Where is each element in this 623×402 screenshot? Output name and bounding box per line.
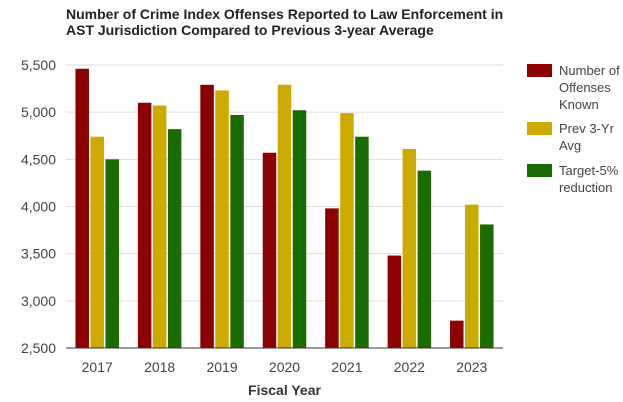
bar-2017-series-2	[90, 136, 104, 348]
bar-2022-series-2	[402, 148, 417, 348]
legend-label-series-1: Number of Offenses Known	[559, 63, 620, 112]
bar-2020-series-3	[292, 110, 307, 348]
x-tick-label: 2018	[144, 359, 175, 375]
legend-label-series-3: Target-5% reduction	[559, 163, 619, 195]
x-tick-label: 2019	[206, 359, 237, 375]
x-tick-label: 2022	[394, 359, 425, 375]
bar-2020-series-1	[262, 152, 277, 348]
x-axis-tick-labels: 2017 2018 2019 2020 2021 2022 2023	[82, 359, 488, 375]
bar-2018-series-1	[137, 102, 152, 348]
x-axis-title: Fiscal Year	[248, 382, 321, 398]
x-tick-label: 2021	[331, 359, 362, 375]
bar-2017-series-1	[75, 68, 89, 349]
legend-label-series-2: Prev 3-Yr Avg	[559, 121, 615, 153]
bar-2023-series-2	[465, 204, 479, 348]
y-tick-label: 2,500	[21, 340, 56, 356]
bar-2017-series-3	[105, 159, 119, 348]
bar-2021-series-1	[325, 208, 339, 348]
bar-2018-series-2	[152, 105, 167, 349]
bar-2019-series-2	[215, 90, 229, 348]
bar-2019-series-3	[230, 114, 244, 348]
x-tick-label: 2020	[269, 359, 300, 375]
y-tick-label: 3,000	[21, 293, 56, 309]
bar-2023-series-1	[450, 320, 464, 348]
bar-2022-series-1	[387, 255, 402, 348]
y-tick-label: 3,500	[21, 246, 56, 262]
chart-title: Number of Crime Index Offenses Reported …	[66, 6, 504, 38]
x-tick-label: 2023	[456, 359, 487, 375]
bar-2021-series-2	[340, 113, 354, 348]
bar-2020-series-2	[277, 84, 292, 348]
y-tick-label: 5,000	[21, 104, 56, 120]
bar-2019-series-1	[200, 84, 214, 348]
bars	[75, 68, 494, 349]
y-tick-label: 4,000	[21, 199, 56, 215]
legend-swatch-series-2	[527, 122, 552, 135]
legend-swatch-series-3	[527, 164, 552, 177]
y-tick-label: 4,500	[21, 151, 56, 167]
bar-2021-series-3	[355, 136, 369, 348]
bar-2022-series-3	[417, 170, 432, 348]
x-tick-label: 2017	[82, 359, 113, 375]
y-tick-label: 5,500	[21, 57, 56, 73]
bar-2023-series-3	[480, 224, 494, 348]
y-axis-tick-labels: 2,500 3,000 3,500 4,000 4,500 5,000 5,500	[21, 57, 56, 356]
bar-2018-series-3	[167, 129, 182, 348]
legend: Number of Offenses Known Prev 3-Yr Avg Target…	[527, 63, 620, 195]
legend-swatch-series-1	[527, 64, 552, 77]
